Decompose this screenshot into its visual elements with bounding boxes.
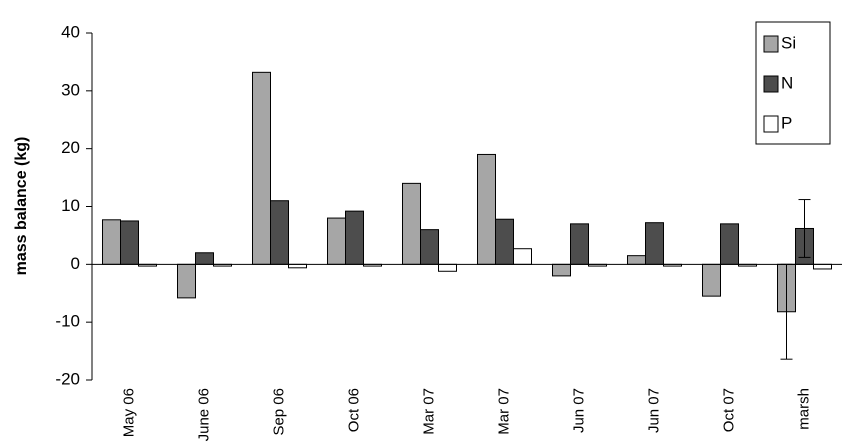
y-tick-label: 20	[61, 138, 80, 157]
error-bar	[798, 199, 811, 258]
legend-swatch	[763, 115, 779, 133]
x-tick-label: Jun 07	[645, 388, 662, 433]
y-tick-label: 30	[61, 80, 80, 99]
bar	[438, 263, 457, 272]
legend-label: P	[781, 113, 792, 132]
legend-swatch	[763, 35, 779, 53]
bar	[513, 248, 532, 265]
legend-label: Si	[781, 33, 796, 52]
bar	[477, 153, 496, 265]
bar	[195, 252, 214, 265]
legend-label: N	[781, 73, 793, 92]
bar	[120, 220, 139, 265]
bar	[345, 210, 364, 265]
x-tick-label: Oct 07	[720, 388, 737, 432]
bar	[495, 218, 514, 265]
x-tick-label: May 06	[120, 388, 137, 437]
legend-swatch	[763, 75, 779, 93]
x-tick-label: Mar 07	[495, 388, 512, 435]
x-tick-label: Mar 07	[420, 388, 437, 435]
y-tick-label: 10	[61, 196, 80, 215]
x-tick-label: marsh	[795, 388, 812, 430]
bar	[270, 200, 289, 265]
bar	[177, 263, 196, 299]
y-tick-label: -10	[55, 312, 80, 331]
y-tick-label: 0	[71, 254, 80, 273]
bar	[102, 219, 121, 265]
y-tick-label: 40	[61, 22, 80, 41]
bar	[720, 223, 739, 265]
x-tick-label: June 06	[195, 388, 212, 441]
y-axis-label: mass balance (kg)	[13, 137, 30, 276]
bar	[288, 263, 307, 269]
error-bar	[780, 263, 793, 360]
bar	[627, 255, 646, 265]
x-tick-label: Jun 07	[570, 388, 587, 433]
bar	[252, 71, 271, 265]
x-tick-label: Oct 06	[345, 388, 362, 432]
bar	[327, 217, 346, 265]
y-tick-label: -20	[55, 369, 80, 388]
bar	[402, 182, 421, 265]
bar	[570, 223, 589, 265]
bar	[420, 229, 439, 265]
bar	[645, 222, 664, 265]
bar	[813, 263, 832, 270]
bar	[552, 263, 571, 277]
x-tick-label: Sep 06	[270, 388, 287, 436]
bar	[702, 263, 721, 297]
